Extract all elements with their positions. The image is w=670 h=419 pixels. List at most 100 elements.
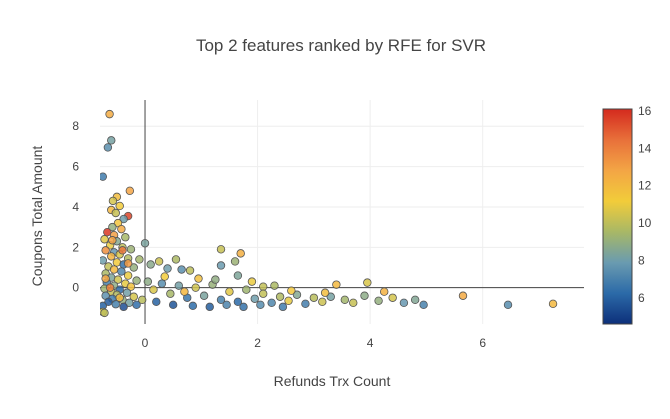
data-point	[108, 236, 117, 245]
data-point	[247, 277, 257, 286]
data-point	[205, 302, 214, 312]
data-points	[100, 109, 558, 318]
data-point	[119, 302, 128, 312]
data-point	[111, 208, 120, 218]
data-point	[101, 274, 110, 283]
data-point	[419, 300, 428, 310]
data-point	[185, 266, 195, 275]
data-point	[115, 293, 124, 302]
y-axis-title: Coupons Total Amount	[29, 146, 45, 287]
data-point	[284, 296, 293, 305]
data-point	[174, 281, 183, 290]
x-axis-title: Refunds Trx Count	[274, 373, 391, 389]
data-point	[503, 300, 513, 310]
data-point	[236, 249, 245, 258]
data-point	[216, 245, 226, 254]
data-point	[199, 291, 209, 300]
data-point	[259, 289, 268, 298]
x-tick-label: 0	[142, 336, 149, 350]
data-point	[318, 297, 327, 307]
data-point	[123, 259, 133, 268]
data-point	[320, 288, 330, 297]
data-point	[123, 271, 133, 280]
colorbar-gradient	[602, 108, 633, 325]
data-point	[340, 295, 350, 304]
data-point	[115, 201, 124, 211]
data-point	[380, 287, 389, 296]
data-point	[225, 287, 234, 296]
data-point	[104, 297, 113, 307]
data-point	[113, 275, 123, 284]
data-point	[152, 297, 161, 307]
data-point	[309, 293, 319, 302]
data-point	[188, 301, 198, 311]
data-point	[216, 261, 226, 270]
data-point	[363, 278, 372, 287]
data-point	[105, 109, 114, 119]
data-point	[242, 285, 251, 294]
data-point	[132, 300, 141, 310]
y-tick-label: 8	[72, 119, 79, 133]
data-point	[399, 298, 409, 308]
data-point	[177, 265, 186, 274]
x-tick-label: 2	[254, 336, 261, 350]
data-point	[458, 291, 468, 300]
data-point	[121, 233, 130, 242]
data-point	[143, 277, 153, 286]
data-point	[191, 283, 200, 292]
data-point	[126, 282, 136, 291]
data-point	[109, 265, 119, 274]
data-point	[326, 292, 335, 301]
data-point	[163, 264, 172, 273]
data-point	[117, 267, 126, 276]
data-point	[100, 308, 109, 318]
data-point	[410, 295, 420, 304]
data-point	[287, 286, 296, 295]
data-point	[149, 285, 158, 294]
data-point	[270, 281, 279, 290]
data-point	[360, 291, 369, 300]
data-point	[332, 280, 341, 289]
data-point	[103, 143, 113, 152]
data-point	[374, 296, 383, 305]
data-point	[259, 282, 268, 291]
data-point	[171, 255, 181, 264]
data-point	[168, 300, 178, 310]
y-tick-label: 2	[72, 240, 79, 254]
data-point	[548, 299, 558, 309]
chart-title: Top 2 features ranked by RFE for SVR	[196, 36, 486, 55]
data-point	[160, 272, 169, 281]
data-point	[388, 293, 397, 302]
data-point	[166, 289, 175, 298]
data-point	[101, 246, 110, 255]
data-point	[108, 196, 118, 206]
data-point	[118, 246, 127, 255]
colorbar-tick-label: 16	[638, 104, 652, 118]
data-point	[129, 292, 138, 301]
data-point	[107, 136, 116, 145]
data-point	[239, 302, 248, 312]
data-point	[349, 298, 358, 308]
data-point	[180, 287, 189, 296]
y-tick-label: 6	[72, 160, 79, 174]
data-point	[105, 283, 115, 292]
data-point	[230, 257, 240, 266]
tick-labels: 0 2 4 6 0 2 4 6 8	[72, 119, 486, 350]
data-point	[211, 275, 220, 284]
data-point	[154, 257, 164, 266]
data-point	[146, 260, 155, 269]
data-point	[132, 276, 141, 285]
data-point	[125, 186, 135, 196]
data-point	[103, 227, 112, 237]
data-point	[129, 263, 138, 272]
data-point	[100, 256, 108, 265]
data-point	[275, 292, 285, 301]
data-point	[250, 294, 259, 303]
data-point	[233, 271, 243, 280]
colorbar-tick-label: 10	[638, 216, 652, 230]
data-point	[119, 214, 128, 224]
data-point	[138, 295, 147, 304]
data-point	[117, 224, 126, 234]
